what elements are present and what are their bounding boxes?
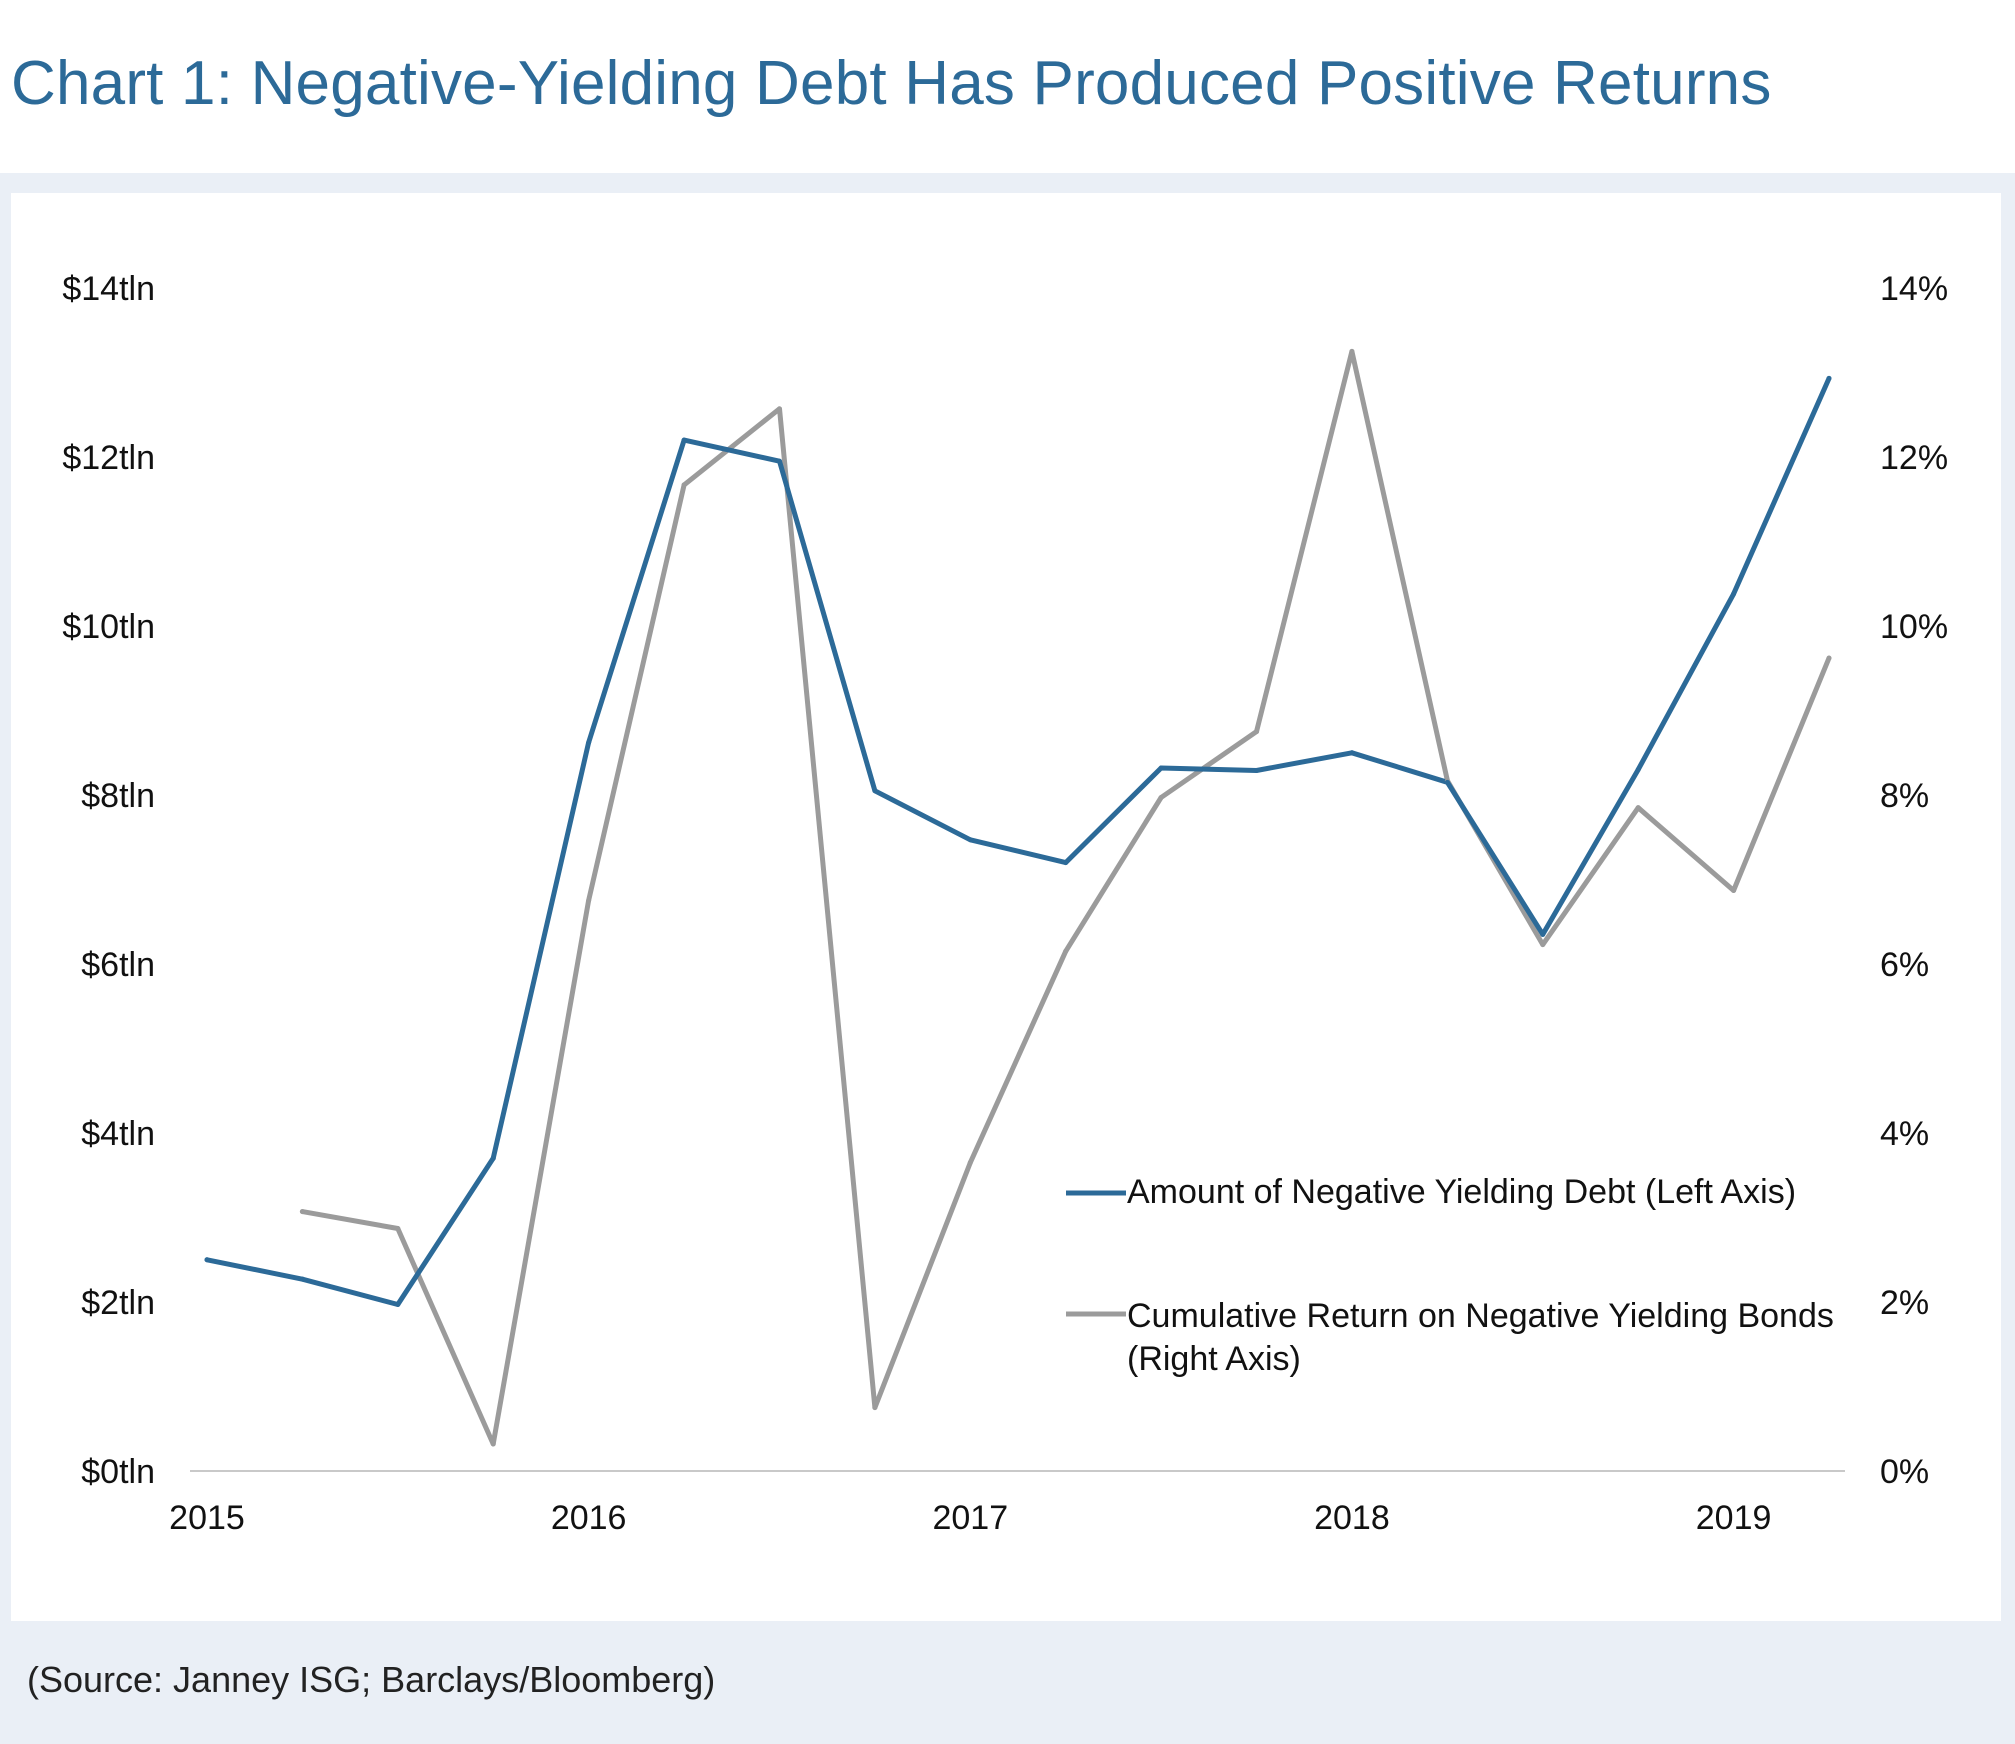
series-line-cumulative-return	[299, 348, 1832, 1447]
data-point-cumulative-return	[395, 1225, 401, 1231]
x-axis-tick-label: 2019	[1696, 1499, 1772, 1537]
legend-label-returns-line-2: (Right Axis)	[1127, 1340, 1301, 1378]
right-axis-tick-label: 4%	[1880, 1115, 1929, 1153]
right-axis: 0% 2% 4% 6% 8% 10% 12% 14%	[1880, 270, 1948, 1491]
data-point-negative-yielding-debt	[967, 837, 973, 843]
data-point-negative-yielding-debt	[395, 1302, 401, 1308]
data-point-negative-yielding-debt	[1063, 860, 1069, 866]
data-point-cumulative-return	[1540, 942, 1546, 948]
data-point-cumulative-return	[1254, 729, 1260, 735]
data-point-negative-yielding-debt	[1254, 767, 1260, 773]
data-point-cumulative-return	[1349, 348, 1355, 354]
right-axis-tick-label: 10%	[1880, 608, 1948, 646]
data-point-cumulative-return	[776, 406, 782, 412]
x-axis-tick-label: 2018	[1314, 1499, 1390, 1537]
left-axis-tick-label: $10tln	[62, 608, 155, 646]
data-point-cumulative-return	[1158, 795, 1164, 801]
left-axis-tick-label: $12tln	[62, 439, 155, 477]
data-point-negative-yielding-debt	[586, 740, 592, 746]
x-axis-tick-label: 2017	[932, 1499, 1008, 1537]
legend-label-returns-line-1: Cumulative Return on Negative Yielding B…	[1127, 1297, 1834, 1335]
left-axis-tick-label: $14tln	[62, 270, 155, 308]
x-axis-tick-label: 2015	[169, 1499, 245, 1537]
chart-title: Chart 1: Negative-Yielding Debt Has Prod…	[11, 49, 1772, 118]
data-points	[204, 348, 1832, 1447]
left-axis: $0tln $2tln $4tln $6tln $8tln $10tln $12tln $14…	[62, 270, 155, 1491]
series-line-negative-yielding-debt	[204, 375, 1832, 1307]
right-axis-tick-label: 6%	[1880, 946, 1929, 984]
right-axis-tick-label: 12%	[1880, 439, 1948, 477]
legend	[1066, 1190, 1126, 1317]
data-point-cumulative-return	[872, 1405, 878, 1411]
left-axis-tick-label: $4tln	[81, 1115, 155, 1153]
data-point-negative-yielding-debt	[1635, 767, 1641, 773]
data-point-negative-yielding-debt	[1540, 931, 1546, 937]
data-point-cumulative-return	[586, 898, 592, 904]
plot-panel	[11, 193, 2001, 1621]
data-point-negative-yielding-debt	[1826, 375, 1832, 381]
data-point-negative-yielding-debt	[299, 1276, 305, 1282]
data-point-negative-yielding-debt	[872, 788, 878, 794]
right-axis-tick-label: 2%	[1880, 1284, 1929, 1322]
data-point-negative-yielding-debt	[204, 1257, 210, 1263]
data-point-cumulative-return	[299, 1209, 305, 1215]
x-axis: 2015 2016 2017 2018 2019	[169, 1499, 1771, 1537]
data-point-cumulative-return	[967, 1160, 973, 1166]
data-point-negative-yielding-debt	[1349, 750, 1355, 756]
x-axis-tick-label: 2016	[551, 1499, 627, 1537]
source-note: (Source: Janney ISG; Barclays/Bloomberg)	[27, 1659, 716, 1700]
data-point-cumulative-return	[1063, 948, 1069, 954]
series-layer	[204, 348, 1832, 1447]
right-axis-tick-label: 8%	[1880, 777, 1929, 815]
data-point-negative-yielding-debt	[1158, 765, 1164, 771]
data-point-negative-yielding-debt	[1731, 591, 1737, 597]
legend-label-debt: Amount of Negative Yielding Debt (Left A…	[1127, 1173, 1797, 1211]
right-axis-tick-label: 0%	[1880, 1453, 1929, 1491]
data-point-negative-yielding-debt	[490, 1155, 496, 1161]
right-axis-tick-label: 14%	[1880, 270, 1948, 308]
data-point-cumulative-return	[1826, 655, 1832, 661]
data-point-cumulative-return	[490, 1441, 496, 1447]
data-point-cumulative-return	[1731, 887, 1737, 893]
left-axis-tick-label: $2tln	[81, 1284, 155, 1322]
data-point-negative-yielding-debt	[776, 458, 782, 464]
data-point-negative-yielding-debt	[681, 437, 687, 443]
left-axis-tick-label: $8tln	[81, 777, 155, 815]
data-point-cumulative-return	[681, 482, 687, 488]
data-point-cumulative-return	[1635, 805, 1641, 811]
data-point-negative-yielding-debt	[1444, 779, 1450, 785]
left-axis-tick-label: $6tln	[81, 946, 155, 984]
left-axis-tick-label: $0tln	[81, 1453, 155, 1491]
